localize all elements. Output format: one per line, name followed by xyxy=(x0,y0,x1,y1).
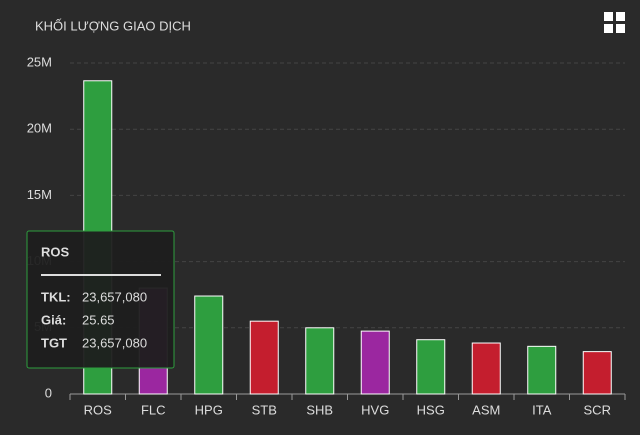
x-tick-label: SCR xyxy=(584,402,611,417)
tooltip-label: TKL: xyxy=(41,289,71,304)
x-tick-label: HVG xyxy=(361,402,389,417)
menu-icon[interactable] xyxy=(604,12,625,33)
tooltip-value: 23,657,080 xyxy=(82,289,147,304)
tooltip-box xyxy=(26,230,175,369)
bar xyxy=(305,327,335,395)
bar xyxy=(360,330,390,395)
tooltip-value: 25.65 xyxy=(82,312,115,327)
x-tick-label: ITA xyxy=(532,402,552,417)
tooltip-label: TGT xyxy=(41,335,67,350)
tooltip-title: ROS xyxy=(41,244,70,259)
x-tick-label: HPG xyxy=(195,402,223,417)
y-tick-label: 25M xyxy=(27,54,52,69)
tooltip-label: Giá: xyxy=(41,312,66,327)
x-tick-label: STB xyxy=(252,402,277,417)
x-tick-label: ASM xyxy=(472,402,500,417)
x-tick-label: ROS xyxy=(84,402,113,417)
bar xyxy=(249,320,279,395)
tooltip: ROS TKL: 23,657,080 Giá: 25.65 TGT 23,657,080 xyxy=(26,230,175,369)
y-tick-label: 0 xyxy=(45,385,52,400)
bar xyxy=(194,295,224,395)
bar xyxy=(416,339,446,395)
y-tick-label: 15M xyxy=(27,187,52,202)
x-tick-label: HSG xyxy=(417,402,445,417)
bar xyxy=(582,351,612,395)
y-tick-label: 20M xyxy=(27,121,52,136)
bar xyxy=(471,342,501,395)
bar xyxy=(527,345,557,395)
x-tick-label: FLC xyxy=(141,402,166,417)
x-tick-label: SHB xyxy=(306,402,333,417)
chart-title: KHỐI LƯỢNG GIAO DỊCH xyxy=(35,18,191,33)
tooltip-value: 23,657,080 xyxy=(82,335,147,350)
